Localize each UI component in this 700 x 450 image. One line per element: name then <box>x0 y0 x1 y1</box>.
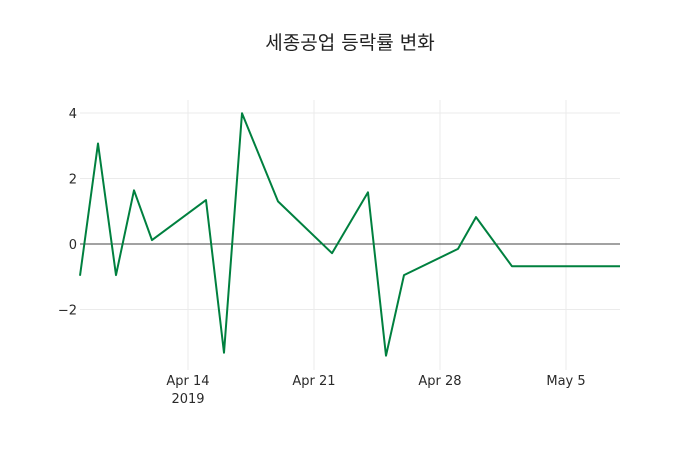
y-tick-label: 4 <box>69 107 77 122</box>
x-tick-label: May 5 <box>546 374 585 389</box>
x-tick-year-label: 2019 <box>171 392 204 407</box>
chart-title: 세종공업 등락률 변화 <box>265 32 435 54</box>
x-tick-label: Apr 21 <box>292 374 335 389</box>
y-tick-label: 0 <box>69 238 77 253</box>
x-tick-label: Apr 14 <box>166 374 209 389</box>
gridlines <box>80 100 620 370</box>
series-line[interactable] <box>79 112 620 357</box>
x-tick-label: Apr 28 <box>418 374 461 389</box>
y-tick-label: −2 <box>58 304 77 319</box>
y-tick-label: 2 <box>69 173 77 188</box>
